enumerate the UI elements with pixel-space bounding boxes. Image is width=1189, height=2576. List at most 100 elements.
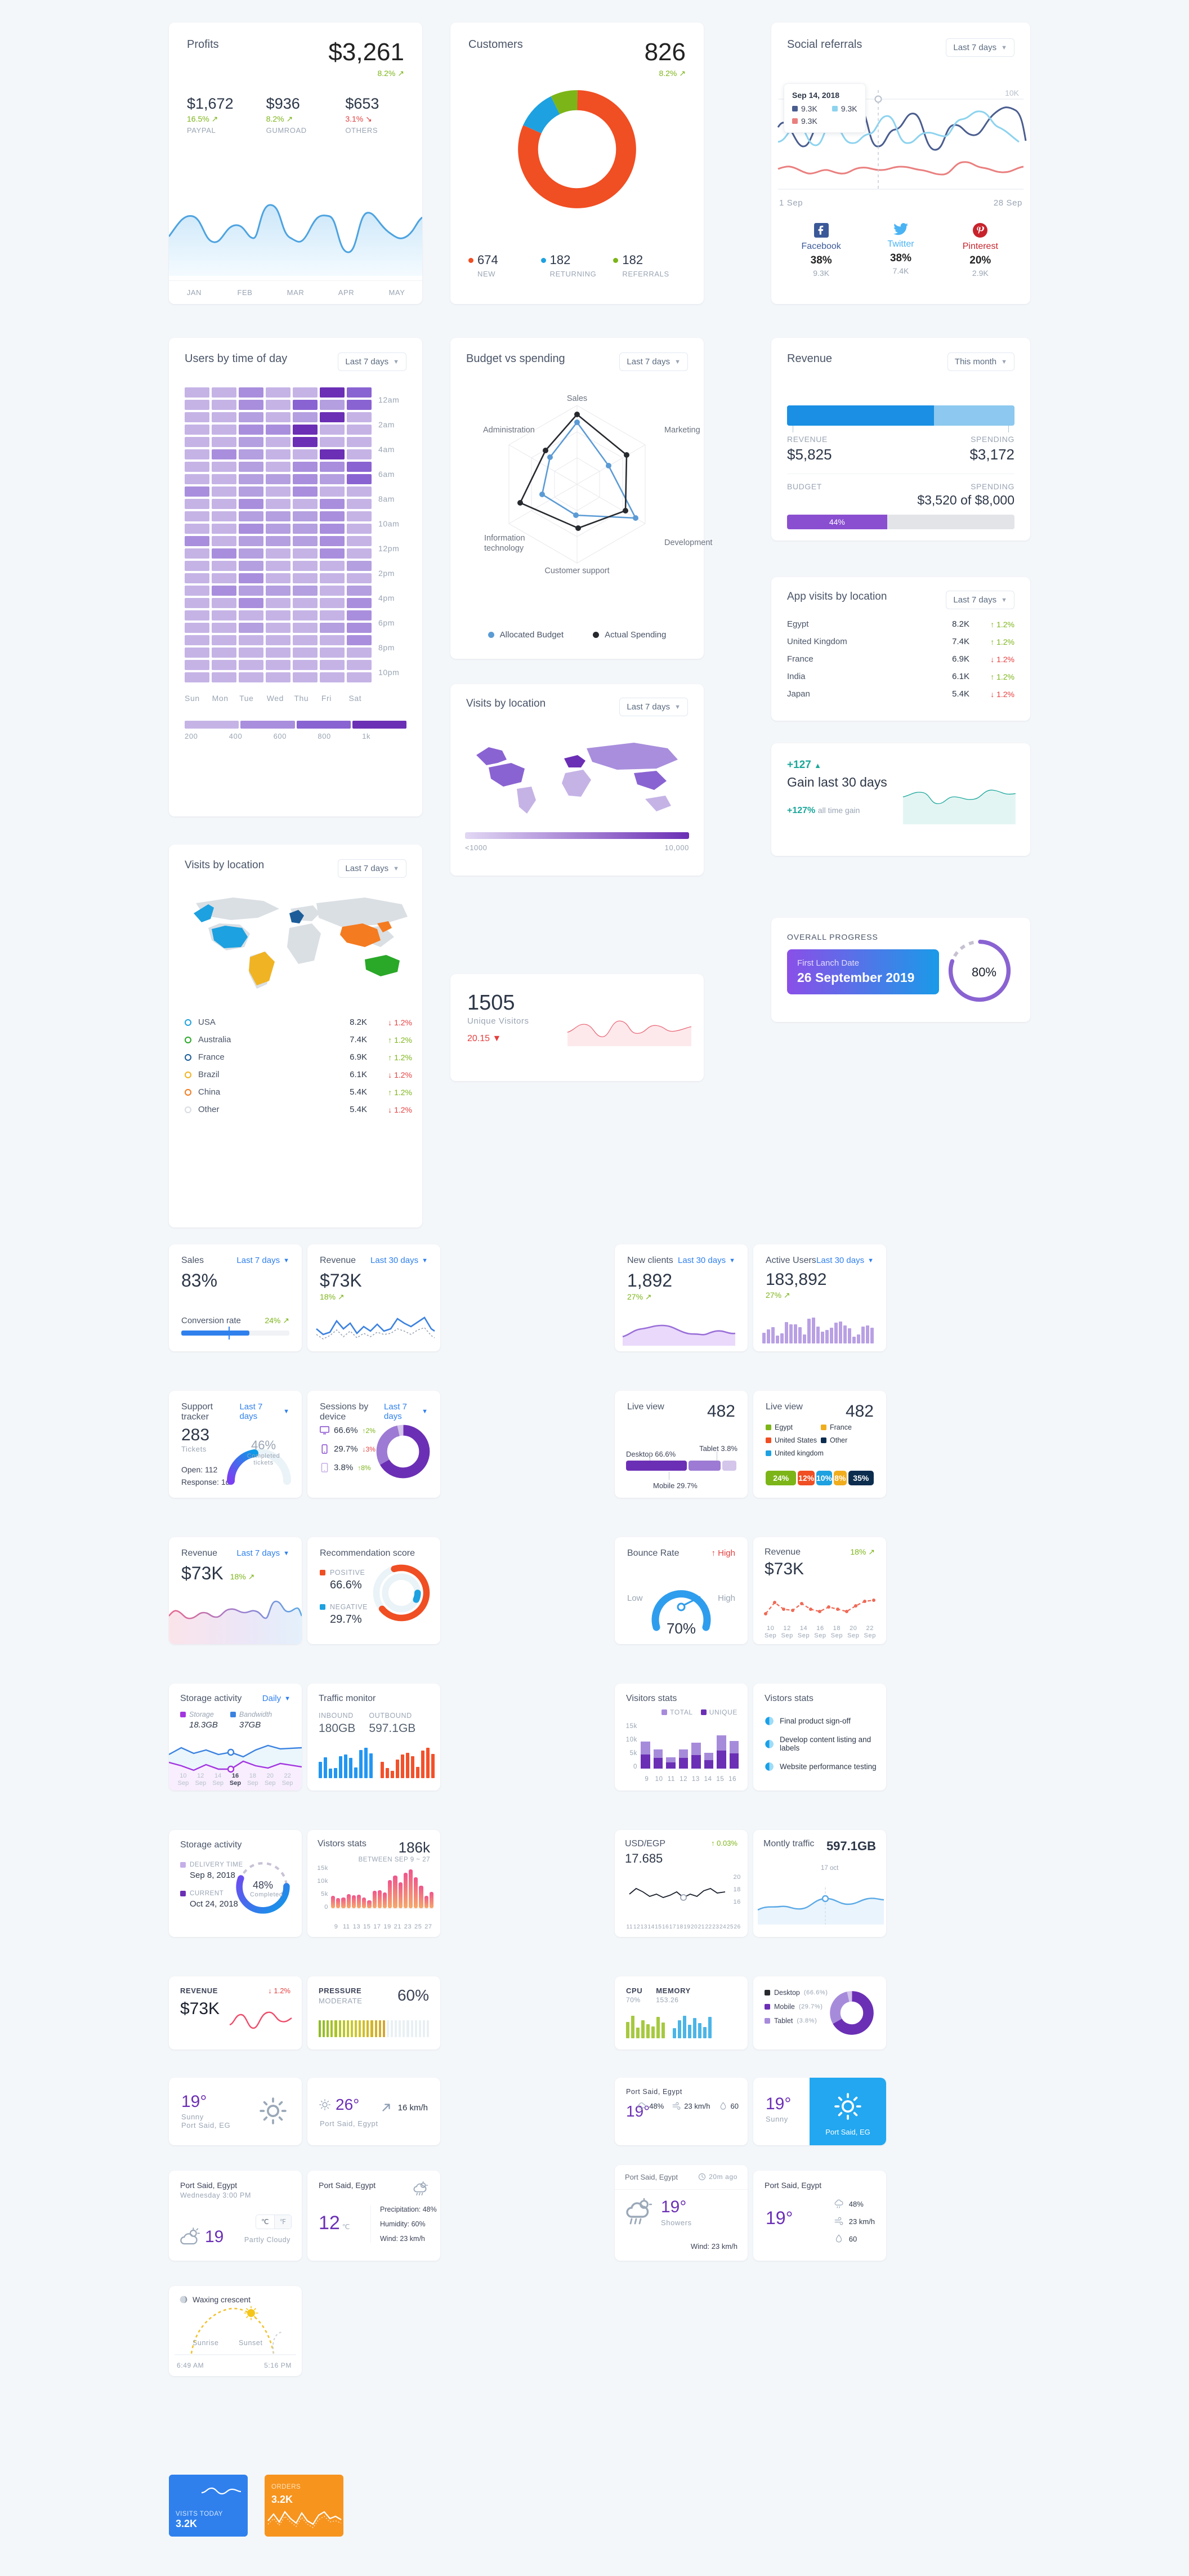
- country-value: 6.9K: [350, 1052, 367, 1062]
- memory-block: MEMORY 153.26: [656, 1986, 691, 2004]
- heatmap-cell: [185, 672, 209, 682]
- support-range-dropdown[interactable]: Last 7 days ▼: [239, 1402, 289, 1421]
- bar: [661, 2023, 665, 2038]
- visits-loc-range-dropdown[interactable]: Last 7 days ▼: [338, 859, 406, 878]
- x-tick: 15: [363, 1923, 371, 1930]
- monthly-marker-label: 17 oct: [821, 1865, 839, 1872]
- budget-legend-actual: Actual Spending: [593, 630, 666, 640]
- heatmap-cell: [185, 412, 209, 422]
- storage-range-dropdown[interactable]: Daily ▼: [262, 1694, 290, 1703]
- revenue7-range-dropdown[interactable]: Last 7 days ▼: [236, 1548, 289, 1558]
- heatmap-cell: [347, 561, 372, 571]
- liveview-legend-us: United States: [766, 1436, 821, 1444]
- heatmap-day-labels: Sun Mon Tue Wed Thu Fri Sat: [185, 694, 376, 703]
- heatmap-cell: [320, 462, 345, 472]
- heatmap-cell: [347, 672, 372, 682]
- users-heatmap: [185, 387, 372, 685]
- bar: [812, 1318, 815, 1343]
- x-tick: 14 Sep: [797, 1624, 810, 1639]
- heatmap-cell: [320, 635, 345, 645]
- bar: [329, 1769, 332, 1778]
- heatmap-cell: [212, 511, 236, 521]
- x-tick: 14: [647, 1924, 655, 1930]
- sessions-range-dropdown[interactable]: Last 7 days ▼: [384, 1402, 428, 1421]
- w6-precip: Precipitation: 48%: [380, 2206, 437, 2213]
- visits-today-tile[interactable]: VISITS TODAY 3.2K: [169, 2475, 248, 2537]
- heatmap-cell: [347, 660, 372, 670]
- revsmall-value: $73K: [180, 1999, 220, 2018]
- bar: [708, 2017, 712, 2038]
- customers-legend-item: 674 NEW: [468, 253, 541, 278]
- active-users-range-dropdown[interactable]: Last 30 days ▼: [816, 1256, 874, 1265]
- v186-yticks: 15k 10k 5k 0: [314, 1865, 330, 1910]
- map-country-brazil: [249, 952, 275, 985]
- recommendation-rings: [373, 1564, 430, 1622]
- heatmap-hour-label: 10pm: [378, 668, 400, 677]
- weather-metrics-card: Port Said, Egypt 19° 48% 23 km/h 60: [753, 2171, 886, 2261]
- social-network-facebook[interactable]: Facebook 38% 9.3K: [781, 223, 861, 278]
- devices-row-desktop: Desktop (66.6%): [765, 1989, 843, 1997]
- w7-wind: Wind: 23 km/h: [690, 2242, 737, 2251]
- revenue30-value: $73K: [320, 1270, 362, 1291]
- unit-fahrenheit-button[interactable]: ℉: [274, 2215, 291, 2229]
- social-network-twitter[interactable]: Twitter 38% 7.4K: [861, 223, 940, 278]
- map-country-australia: [365, 955, 400, 976]
- unit-celsius-button[interactable]: ℃: [256, 2215, 274, 2229]
- heatmap-cell: [293, 511, 318, 521]
- bounce-high: High: [718, 1593, 735, 1603]
- traffic-title: Traffic monitor: [319, 1694, 376, 1703]
- bounce-gauge: [651, 1577, 711, 1631]
- x-tick: 20 Sep: [847, 1624, 860, 1639]
- revenue7-card: Revenue Last 7 days ▼ $73K 18% ↗: [169, 1537, 302, 1644]
- social-range-dropdown[interactable]: Last 7 days ▼: [946, 38, 1014, 57]
- heatmap-cell: [347, 524, 372, 534]
- chevron-down-icon: ▼: [393, 358, 399, 365]
- budget-label: BUDGET: [787, 482, 822, 491]
- orders-tile[interactable]: ORDERS 3.2K: [265, 2475, 343, 2537]
- visits-tile-sparkline: [201, 2487, 242, 2495]
- bar: [834, 1322, 838, 1343]
- x-tick: 9: [645, 1776, 649, 1783]
- budget-range-dropdown[interactable]: Last 7 days ▼: [619, 352, 688, 371]
- social-network-pinterest[interactable]: Pinterest 20% 2.9K: [941, 223, 1020, 278]
- trend-up-icon: ↗: [783, 1291, 790, 1300]
- bar: [383, 1892, 387, 1908]
- app-visits-range-dropdown[interactable]: Last 7 days ▼: [946, 591, 1014, 609]
- country-delta: ↓ 1.2%: [388, 1070, 412, 1079]
- heatmap-cell: [293, 623, 318, 633]
- v186-between: BETWEEN SEP 9 ~ 27: [358, 1856, 430, 1863]
- x-tick: 10 Sep: [177, 1772, 189, 1787]
- revenue30-title: Revenue: [320, 1256, 356, 1265]
- heatmap-cell: [212, 412, 236, 422]
- heatmap-cell: [239, 586, 263, 596]
- revenue-range-dropdown[interactable]: This month ▼: [947, 352, 1014, 371]
- month-tick: FEB: [237, 288, 253, 297]
- pressure-segment: [338, 2020, 341, 2037]
- bar: [698, 2023, 701, 2038]
- country-name: Other: [198, 1105, 220, 1114]
- stacked-bar: [729, 1740, 739, 1769]
- heatmap-cell: [266, 474, 290, 484]
- bar: [344, 1754, 347, 1778]
- country-name: India: [787, 672, 806, 681]
- visits-map-range-dropdown[interactable]: Last 7 days ▼: [619, 698, 688, 716]
- new-clients-change: 27%: [627, 1292, 643, 1301]
- heatmap-cell: [293, 387, 318, 398]
- revenue-split-bar: [787, 405, 1014, 426]
- support-gauge-label: Completed tickets: [247, 1453, 280, 1466]
- bar: [416, 1767, 419, 1778]
- sales-range-dropdown[interactable]: Last 7 days ▼: [236, 1256, 289, 1265]
- users-time-range-dropdown[interactable]: Last 7 days ▼: [338, 352, 406, 371]
- new-clients-range-dropdown[interactable]: Last 30 days ▼: [678, 1256, 735, 1265]
- bar: [424, 1896, 428, 1908]
- x-tick: 22: [705, 1924, 712, 1930]
- active-users-value: 183,892: [766, 1270, 827, 1289]
- sun-icon: [260, 2097, 287, 2124]
- revenue30-range-dropdown[interactable]: Last 30 days ▼: [370, 1256, 428, 1265]
- social-x-start: 1 Sep: [779, 198, 803, 208]
- bar: [771, 1327, 775, 1343]
- bar: [861, 1327, 865, 1343]
- bar: [429, 1892, 434, 1908]
- heatmap-cell: [212, 610, 236, 620]
- heatmap-cell: [239, 610, 263, 620]
